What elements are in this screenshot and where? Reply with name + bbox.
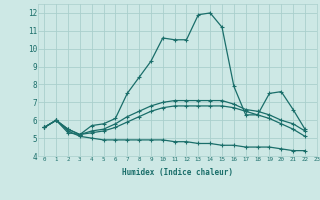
X-axis label: Humidex (Indice chaleur): Humidex (Indice chaleur) [122,168,233,177]
